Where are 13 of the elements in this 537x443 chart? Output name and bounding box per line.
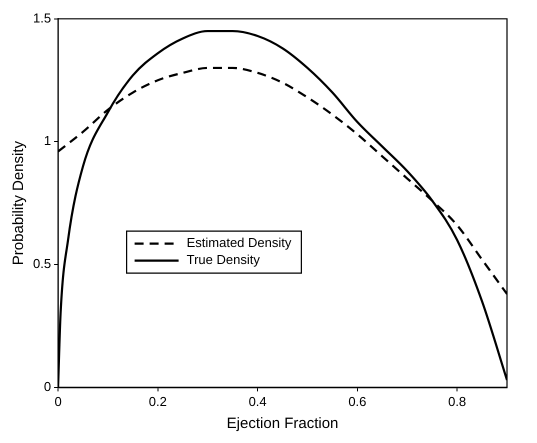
y-tick-label: 0 <box>44 378 52 394</box>
y-tick-label: 0.5 <box>32 256 52 272</box>
y-tick-label: 1 <box>44 133 52 148</box>
y-tick-label: 1.5 <box>32 10 52 26</box>
x-axis-title: Ejection Fraction <box>226 415 338 432</box>
legend-label: True Density <box>186 252 260 268</box>
x-tick-label: 0.2 <box>148 394 167 409</box>
y-axis-title: Probability Density <box>10 140 28 266</box>
x-tick-label: 0.6 <box>348 394 366 409</box>
legend-label: Estimated Density <box>186 235 292 250</box>
x-tick-label: 0.8 <box>448 394 466 409</box>
x-tick-label: 0.4 <box>248 394 267 409</box>
x-tick-label: 0 <box>54 394 62 409</box>
